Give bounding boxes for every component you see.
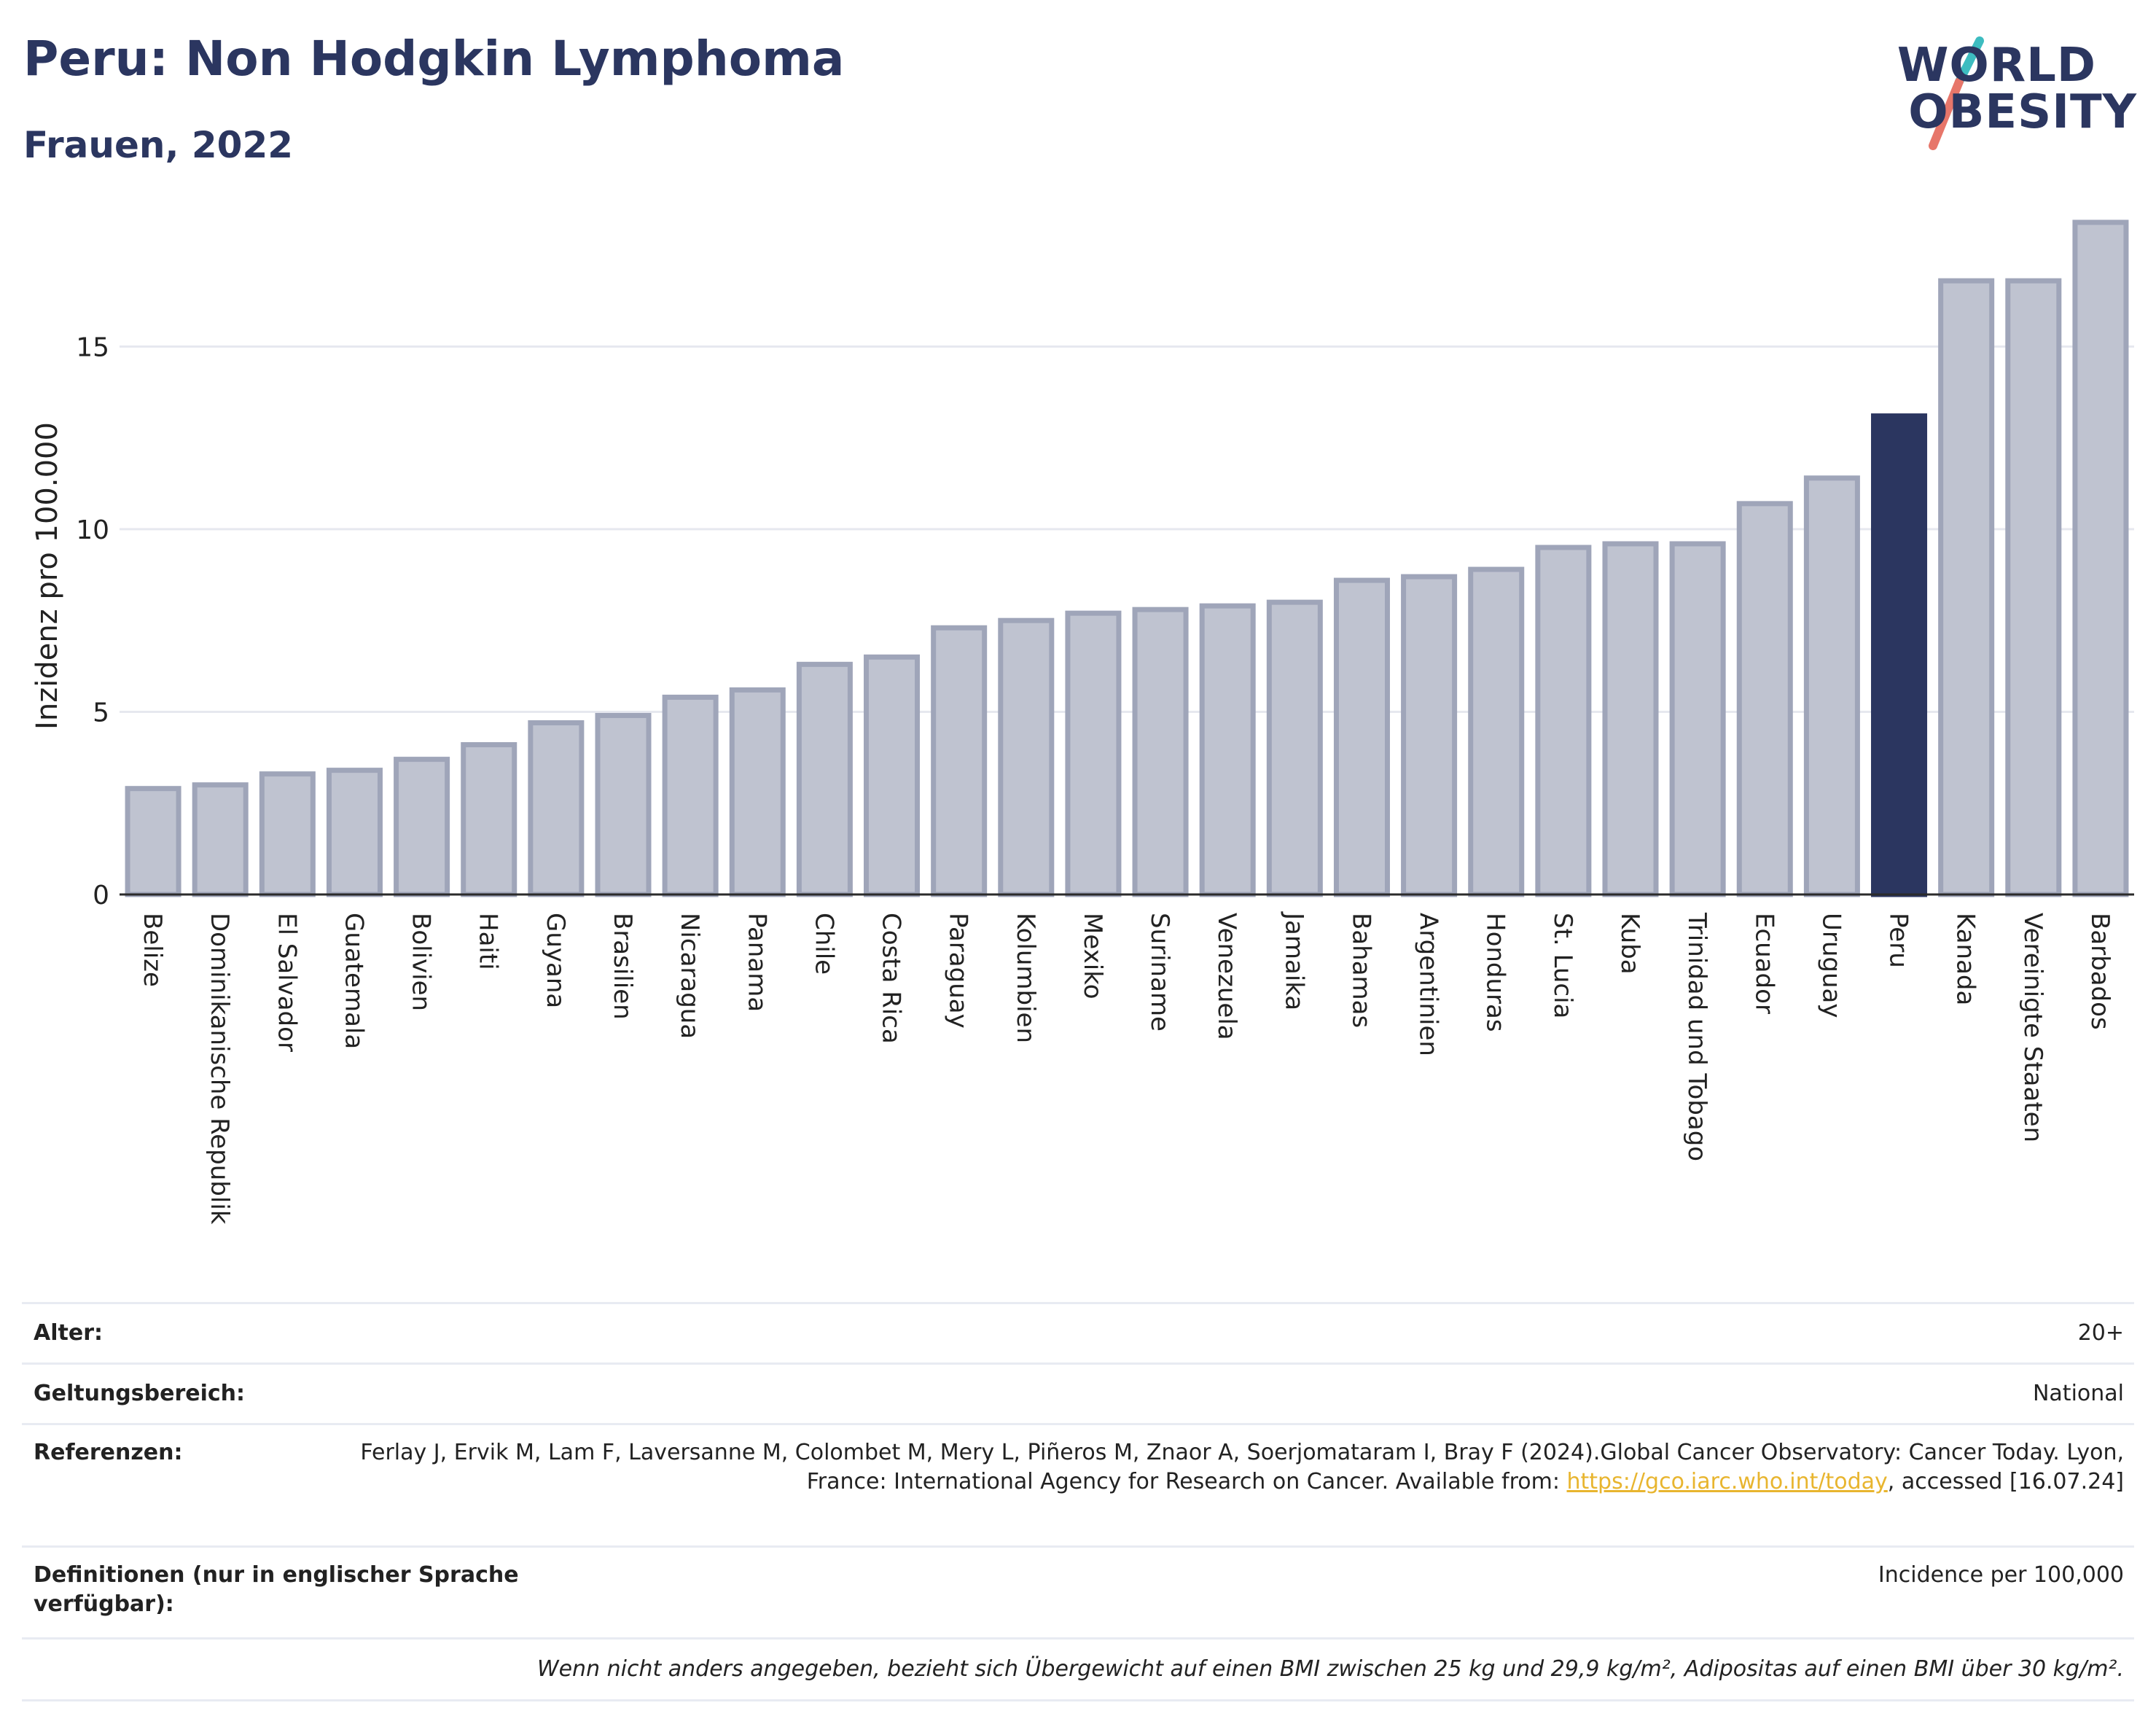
references-value: Ferlay J, Ervik M, Lam F, Laversanne M, … (310, 1438, 2134, 1497)
y-axis-label: Inzidenz pro 100.000 (31, 422, 64, 730)
x-tick-label: Peru (1884, 913, 1913, 968)
x-tick-label: Trinidad und Tobago (1682, 912, 1711, 1161)
definitions-value: Incidence per 100,000 (1878, 1562, 2124, 1588)
world-obesity-logo: WORLD OBESITY (1897, 36, 2137, 153)
x-tick-label: Belize (138, 913, 167, 987)
logo-slash-icon (1929, 36, 1984, 150)
references-accessed: , accessed [16.07.24] (1887, 1469, 2124, 1494)
page-title: Peru: Non Hodgkin Lymphoma (23, 31, 845, 87)
bar-uruguay (1803, 475, 1860, 897)
bar-kolumbien (998, 617, 1055, 897)
bar-trinidad-und-tobago (1669, 541, 1726, 897)
bar-nicaragua (662, 694, 719, 897)
page-subtitle: Frauen, 2022 (23, 124, 294, 166)
logo-word-world: WORLD (1897, 39, 2096, 93)
x-tick-label: Bahamas (1346, 913, 1375, 1028)
bar-peru (1871, 413, 1928, 897)
bar-chile (796, 661, 853, 897)
x-tick-label: Jamaika (1279, 911, 1308, 1010)
bar-haiti (461, 742, 517, 897)
meta-row-definitions: Definitionen (nur in englischer Sprache … (22, 1545, 2134, 1637)
x-tick-label: Mexiko (1078, 913, 1107, 999)
x-tick-label: Brasilien (608, 913, 637, 1020)
x-tick-label: Costa Rica (877, 913, 906, 1044)
x-tick-label: Suriname (1145, 913, 1174, 1032)
meta-row-footnote: Wenn nicht anders angegeben, bezieht sic… (22, 1637, 2134, 1701)
meta-table: Alter: 20+ Geltungsbereich: National Ref… (22, 1302, 2134, 1701)
y-tick-label: 5 (93, 698, 109, 728)
meta-row-scope: Geltungsbereich: National (22, 1362, 2134, 1423)
x-tick-label: Guatemala (339, 913, 368, 1049)
bar-bahamas (1333, 577, 1390, 897)
references-link[interactable]: https://gco.iarc.who.int/today (1566, 1469, 1888, 1494)
bar-kuba (1602, 541, 1659, 897)
bar-guatemala (326, 768, 383, 897)
y-tick-label: 15 (76, 332, 109, 362)
x-tick-label: Panama (742, 913, 771, 1012)
scope-value: National (2032, 1381, 2124, 1406)
x-tick-label: Guyana (541, 913, 570, 1008)
bar-paraguay (931, 625, 988, 897)
logo-word-obesity: OBESITY (1908, 85, 2137, 139)
x-tick-label: Barbados (2085, 913, 2114, 1030)
axes: 0 5 10 15 Belize Dominikanische Republik El Sa… (76, 332, 2134, 1225)
age-value: 20+ (2077, 1320, 2124, 1346)
y-tick-label: 10 (76, 515, 109, 545)
bar-venezuela (1199, 603, 1256, 897)
bar-jamaika (1266, 599, 1323, 897)
x-tick-label: Kanada (1951, 913, 1980, 1005)
bar-honduras (1468, 566, 1525, 897)
bar-suriname (1132, 607, 1189, 897)
meta-row-age: Alter: 20+ (22, 1302, 2134, 1362)
bar-vereinigte-staaten (2005, 278, 2062, 897)
x-tick-label: Uruguay (1816, 913, 1846, 1018)
grid-lines (120, 345, 2134, 713)
x-tick-label: Paraguay (944, 913, 973, 1029)
bar-belize (125, 786, 181, 897)
meta-row-references: Referenzen: Ferlay J, Ervik M, Lam F, La… (22, 1423, 2134, 1545)
bar-argentinien (1401, 574, 1458, 897)
bar-st-lucia (1535, 545, 1592, 897)
x-tick-label: Haiti (474, 913, 503, 970)
bar-brasilien (595, 712, 652, 897)
x-tick-label: Honduras (1481, 913, 1510, 1032)
bar-barbados (2072, 219, 2129, 897)
bar-panama (729, 687, 786, 897)
x-tick-label: Kuba (1615, 913, 1644, 975)
bar-mexiko (1065, 610, 1122, 897)
x-tick-label: Venezuela (1212, 913, 1241, 1040)
x-tick-label: Ecuador (1749, 913, 1778, 1014)
bar-guyana (528, 720, 585, 897)
bar-kanada (1938, 278, 1995, 897)
bar-ecuador (1736, 501, 1793, 897)
references-label: Referenzen: (34, 1440, 183, 1465)
bar-costa-rica (864, 654, 921, 897)
x-tick-label: El Salvador (272, 913, 301, 1052)
x-tick-label: Bolivien (407, 913, 436, 1011)
y-tick-label: 0 (93, 881, 109, 911)
definitions-label: Definitionen (nur in englischer Sprache … (34, 1562, 519, 1617)
x-tick-label: Chile (809, 913, 838, 975)
x-tick-label: Kolumbien (1011, 913, 1040, 1043)
bar-bolivien (394, 757, 450, 897)
footnote: Wenn nicht anders angegeben, bezieht sic… (536, 1656, 2124, 1682)
bar-dominikanische-republik (192, 782, 249, 897)
bars (125, 219, 2129, 897)
bar-chart: 0 5 10 15 Belize Dominikanische Republik El Sa… (31, 219, 2134, 1225)
x-tick-label: Argentinien (1414, 913, 1443, 1056)
scope-label: Geltungsbereich: (34, 1381, 246, 1406)
x-tick-label: St. Lucia (1548, 913, 1577, 1018)
x-tick-label: Vereinigte Staaten (2018, 913, 2047, 1142)
bar-el-salvador (259, 771, 316, 897)
x-tick-label: Dominikanische Republik (205, 913, 234, 1225)
x-tick-label: Nicaragua (675, 913, 704, 1039)
references-text: Ferlay J, Ervik M, Lam F, Laversanne M, … (360, 1440, 2124, 1494)
age-label: Alter: (34, 1320, 103, 1346)
